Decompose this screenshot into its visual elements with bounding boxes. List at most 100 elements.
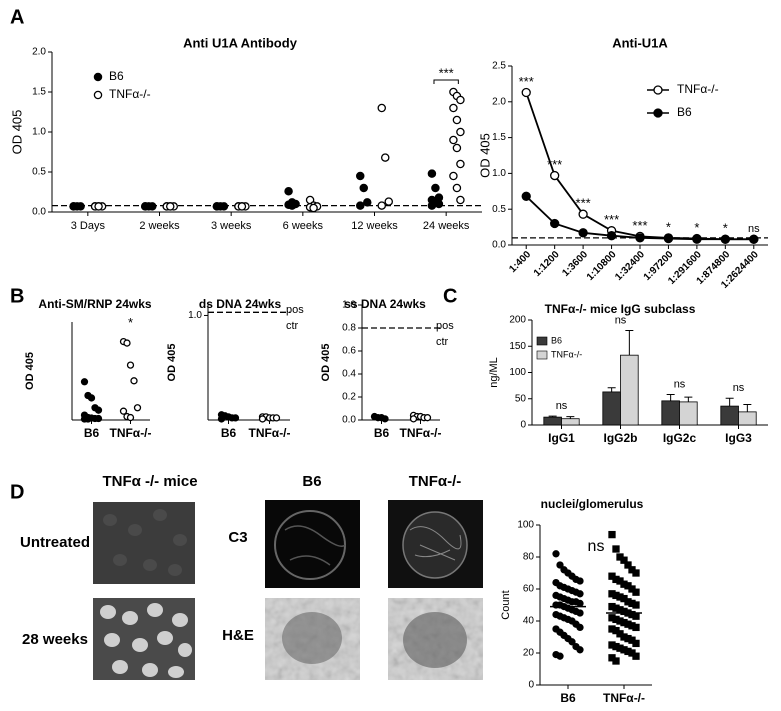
micrograph: [265, 500, 360, 588]
point: [632, 588, 640, 596]
significance: *: [128, 315, 133, 330]
significance: ns: [588, 538, 605, 555]
legend-label: TNFα-/-: [677, 82, 719, 96]
point: [608, 530, 616, 539]
point: [632, 652, 640, 660]
chart-title: TNFα-/- mice IgG subclass: [545, 302, 696, 316]
y-tick-label: 1.0: [32, 127, 46, 138]
point: [94, 406, 103, 414]
point: [355, 201, 365, 210]
point: [576, 623, 584, 632]
legend-marker: [93, 90, 103, 100]
point: [550, 170, 560, 181]
point: [550, 218, 560, 229]
x-tick-label: B6: [374, 426, 390, 440]
image-row-label: Untreated: [20, 534, 90, 551]
point: [140, 202, 150, 211]
x-tick-label: TNFα-/-: [399, 426, 441, 440]
panel-label: C: [443, 285, 457, 307]
point: [576, 599, 584, 608]
y-tick-label: 2.5: [492, 61, 506, 72]
y-tick-label: 60: [523, 584, 535, 595]
point: [552, 550, 560, 558]
y-tick-label: 150: [509, 341, 526, 352]
x-tick-label: TNFα-/-: [603, 691, 645, 705]
panel-label: D: [10, 481, 24, 503]
y-tick-label: 1.0: [492, 168, 506, 179]
x-tick-label: 6 weeks: [283, 220, 324, 232]
x-tick-label: 2 weeks: [139, 220, 180, 232]
micrograph: [93, 502, 195, 584]
y-tick-label: 80: [523, 552, 535, 563]
bar: [738, 411, 757, 426]
significance: *: [666, 219, 671, 234]
legend-swatch: [536, 336, 548, 346]
point: [578, 209, 588, 219]
error-bar: [666, 394, 675, 401]
x-tick-label: TNFα-/-: [248, 426, 290, 440]
x-tick-label: IgG2c: [663, 431, 697, 445]
point: [381, 415, 389, 423]
y-axis-label: OD 405: [477, 133, 492, 178]
y-tick-label: 0.0: [342, 415, 356, 426]
chart-title: ss DNA 24wks: [344, 297, 426, 311]
stain-label: H&E: [222, 627, 254, 644]
point: [576, 609, 584, 617]
point: [123, 339, 131, 347]
y-tick-label: 50: [515, 393, 527, 404]
y-tick-label: 1.0: [342, 300, 356, 311]
stain-label: C3: [228, 529, 247, 546]
chart-title: nuclei/glomerulus: [541, 497, 644, 511]
point: [452, 183, 462, 193]
y-tick-label: 2.0: [32, 47, 46, 58]
point: [380, 153, 390, 162]
significance: ***: [519, 74, 534, 89]
reference-label: ctr: [436, 336, 449, 348]
point: [69, 202, 78, 211]
y-axis-label: OD 405: [24, 352, 36, 390]
significance: ns: [674, 378, 686, 390]
point: [606, 231, 617, 241]
y-tick-label: 100: [509, 367, 526, 378]
point: [284, 186, 293, 196]
significance-bracket: [433, 79, 459, 84]
x-tick-label: TNFα-/-: [109, 426, 151, 440]
y-tick-label: 0.0: [32, 207, 46, 218]
error-bar: [607, 387, 616, 392]
point: [272, 414, 281, 422]
point: [217, 415, 226, 423]
x-tick-label: B6: [560, 691, 576, 705]
point: [521, 87, 531, 98]
point: [456, 159, 465, 169]
point: [409, 415, 418, 423]
image-row-label: 28 weeks: [22, 631, 88, 648]
y-tick-label: 0.5: [492, 204, 506, 215]
x-tick-label: IgG2b: [603, 431, 637, 445]
y-tick-label: 1.5: [32, 87, 46, 98]
point: [456, 195, 465, 205]
error-bar: [743, 404, 752, 412]
significance: *: [723, 221, 728, 236]
error-bar: [566, 416, 575, 419]
point: [87, 394, 96, 402]
y-tick-label: 0: [528, 680, 534, 691]
point: [427, 169, 437, 178]
significance: ns: [556, 400, 568, 412]
significance: *: [694, 220, 699, 235]
point: [612, 657, 620, 665]
significance: ***: [547, 157, 562, 172]
point: [556, 652, 564, 660]
micrograph: [388, 500, 483, 588]
point: [237, 202, 247, 211]
point: [632, 639, 640, 648]
point: [720, 234, 730, 244]
point: [576, 646, 584, 654]
point: [632, 623, 640, 632]
point: [624, 561, 632, 569]
point: [133, 404, 142, 412]
y-tick-label: 0.5: [32, 167, 46, 178]
point: [452, 115, 462, 125]
significance: ns: [615, 314, 627, 326]
point: [94, 414, 103, 423]
